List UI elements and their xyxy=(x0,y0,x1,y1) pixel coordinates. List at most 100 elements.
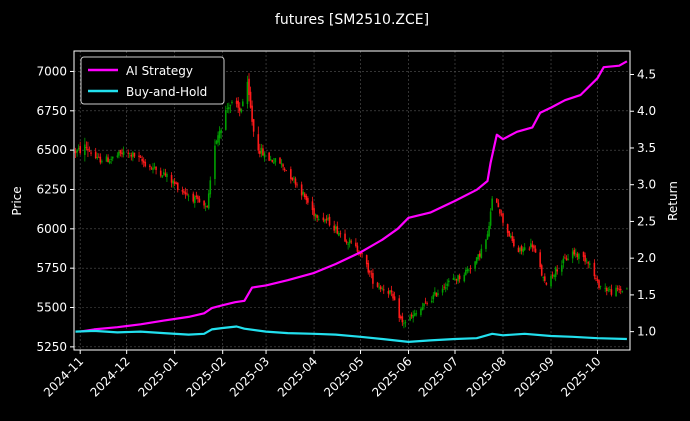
candle-body xyxy=(163,172,165,175)
candle-body xyxy=(153,166,156,168)
candle-body xyxy=(447,280,450,283)
candle-body xyxy=(184,192,187,195)
candle-body xyxy=(520,246,523,251)
left-tick-label: 6000 xyxy=(36,222,67,236)
candle-body xyxy=(144,161,147,167)
candle-body xyxy=(621,291,624,292)
candle-body xyxy=(430,300,433,303)
candle-body xyxy=(152,167,154,170)
right-tick-label: 1.5 xyxy=(637,288,656,302)
candle-body xyxy=(116,155,119,157)
candle-body xyxy=(249,91,252,108)
candle-body xyxy=(344,233,346,242)
legend-bh-label: Buy-and-Hold xyxy=(126,85,207,99)
candle-body xyxy=(183,191,185,193)
candle-body xyxy=(105,156,108,162)
candle-body xyxy=(328,216,331,226)
candle-body xyxy=(413,313,416,317)
candle-body xyxy=(170,175,173,183)
candle-body xyxy=(355,242,357,247)
candle-body xyxy=(142,160,145,163)
candle-body xyxy=(302,192,305,195)
candle-body xyxy=(562,258,565,264)
candle-body xyxy=(228,107,230,110)
candle-body xyxy=(528,248,531,250)
candle-body xyxy=(322,217,325,221)
candle-body xyxy=(296,184,298,186)
candle-body xyxy=(491,198,493,211)
candle-body xyxy=(85,147,88,148)
candle-body xyxy=(327,217,329,220)
candle-body xyxy=(290,169,292,179)
candle-body xyxy=(593,262,596,277)
candle-body xyxy=(573,249,576,255)
candle-body xyxy=(488,226,490,237)
candle-body xyxy=(118,151,120,156)
candle-body xyxy=(283,168,286,171)
candle-body xyxy=(246,81,249,105)
candle-body xyxy=(338,232,340,236)
candle-body xyxy=(615,287,617,297)
candle-body xyxy=(238,107,241,111)
candle-body xyxy=(110,158,112,160)
candle-body xyxy=(458,275,461,280)
candle-body xyxy=(161,175,164,178)
candle-body xyxy=(101,161,103,163)
candle-body xyxy=(392,293,394,299)
candle-body xyxy=(365,255,368,265)
candle-body xyxy=(599,285,602,287)
candle-body xyxy=(361,253,363,254)
right-axis: 1.0 1.5 2.0 2.5 3.0 3.5 4.0 4.5 xyxy=(630,68,656,339)
candle-body xyxy=(271,160,274,162)
candle-body xyxy=(345,241,348,243)
candle-body xyxy=(130,154,133,157)
candle-body xyxy=(441,288,444,293)
candle-body xyxy=(519,248,521,252)
candle-body xyxy=(334,226,337,230)
candle-body xyxy=(77,148,80,149)
candle-body xyxy=(359,252,362,255)
candle-body xyxy=(259,150,261,154)
candle-body xyxy=(561,265,563,272)
candle-body xyxy=(540,265,543,276)
candle-body xyxy=(108,161,111,164)
candle-body xyxy=(87,148,89,151)
candle-body xyxy=(544,276,546,281)
candle-body xyxy=(198,198,201,203)
candle-body xyxy=(426,303,428,304)
candle-body xyxy=(300,184,303,196)
candle-body xyxy=(240,108,243,113)
ai-strategy-line xyxy=(80,60,628,333)
candle-body xyxy=(285,170,287,172)
candle-body xyxy=(231,101,233,103)
candle-body xyxy=(381,288,384,290)
candle-body xyxy=(214,145,216,179)
candle-body xyxy=(435,292,438,297)
candle-body xyxy=(556,269,559,272)
right-tick-label: 4.0 xyxy=(637,104,656,118)
candle-body xyxy=(457,275,459,282)
candle-body xyxy=(393,296,396,301)
candle-body xyxy=(409,316,411,321)
candle-body xyxy=(166,173,168,178)
candle-body xyxy=(500,213,503,215)
candle-body xyxy=(159,170,162,176)
candle-body xyxy=(248,78,250,95)
candle-body xyxy=(88,150,91,152)
legend-ai-label: AI Strategy xyxy=(126,64,193,78)
right-tick-label: 4.5 xyxy=(637,68,656,82)
candle-body xyxy=(497,202,500,208)
candle-body xyxy=(530,243,532,248)
candle-body xyxy=(356,245,359,252)
candle-body xyxy=(138,155,140,157)
right-tick-label: 3.5 xyxy=(637,141,656,155)
candle-body xyxy=(257,134,260,151)
candle-body xyxy=(139,156,142,158)
candle-body xyxy=(192,193,195,202)
candle-body xyxy=(314,214,317,217)
candle-body xyxy=(401,316,404,323)
y-axis-right-label: Return xyxy=(666,181,680,221)
candle-body xyxy=(446,283,449,287)
candle-body xyxy=(506,224,509,233)
candle-body xyxy=(399,316,402,319)
